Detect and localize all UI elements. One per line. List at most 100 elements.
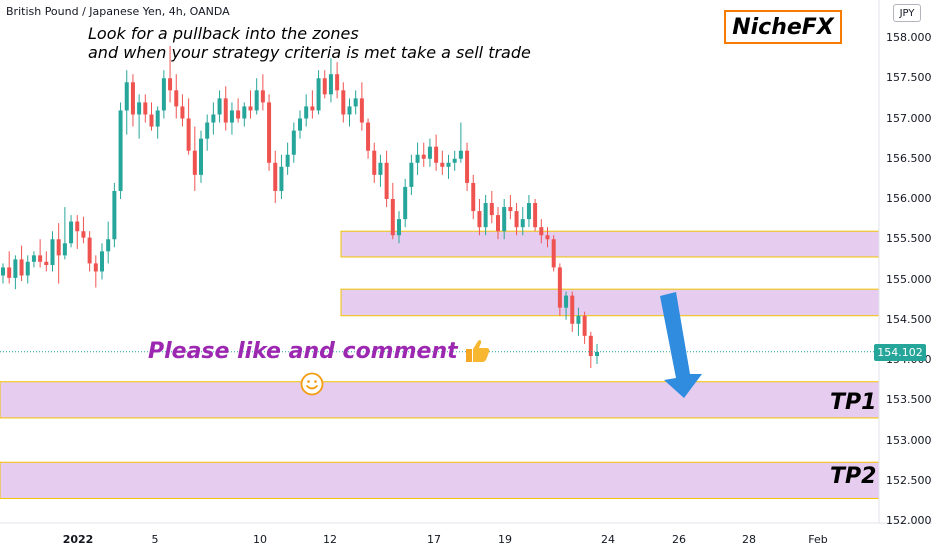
candle bbox=[397, 211, 401, 244]
candle bbox=[564, 291, 569, 320]
candle-body bbox=[25, 261, 30, 276]
candle-body bbox=[137, 102, 142, 115]
y-tick-label: 153.500 bbox=[886, 393, 932, 407]
candle-body bbox=[446, 162, 451, 167]
candle-body bbox=[471, 182, 476, 212]
candle-body bbox=[520, 219, 525, 228]
y-tick-label: 158.000 bbox=[886, 31, 932, 44]
currency-button[interactable]: JPY bbox=[893, 4, 921, 22]
candle-body bbox=[229, 110, 234, 123]
candle bbox=[328, 58, 333, 103]
candle bbox=[199, 130, 203, 183]
candle bbox=[353, 90, 358, 115]
candle-body bbox=[304, 106, 309, 119]
candle bbox=[508, 194, 513, 220]
candle bbox=[174, 74, 179, 119]
candle-body bbox=[211, 114, 216, 123]
x-tick-label: 28 bbox=[742, 533, 756, 546]
candle bbox=[489, 190, 494, 224]
candle-body bbox=[570, 295, 575, 324]
candle bbox=[514, 203, 519, 236]
candle-body bbox=[496, 215, 500, 232]
candle-body bbox=[192, 150, 197, 175]
candle-body bbox=[353, 98, 358, 107]
candle-body bbox=[477, 211, 482, 228]
strategy-annotation: Look for a pullback into the zones and w… bbox=[88, 24, 531, 62]
candle bbox=[298, 110, 302, 139]
candle bbox=[403, 178, 408, 228]
candle-body bbox=[149, 114, 154, 127]
candle-body bbox=[409, 162, 414, 187]
like-comment-text: Please like and comment bbox=[148, 338, 492, 364]
like-comment-label: Please like and comment bbox=[148, 338, 458, 364]
candle bbox=[87, 231, 92, 272]
candle bbox=[570, 291, 575, 332]
candle-body bbox=[366, 122, 371, 151]
y-tick-label: 153.000 bbox=[886, 433, 932, 447]
candle-body bbox=[75, 221, 80, 232]
candle-body bbox=[551, 239, 556, 268]
y-tick-label: 156.500 bbox=[886, 151, 932, 165]
candle-body bbox=[69, 221, 74, 244]
candle bbox=[56, 223, 61, 284]
candle bbox=[520, 207, 525, 236]
candle-body bbox=[199, 138, 203, 175]
candle bbox=[267, 94, 272, 171]
candle bbox=[242, 102, 247, 127]
candle bbox=[551, 235, 556, 272]
candle bbox=[582, 311, 587, 344]
candle bbox=[100, 243, 104, 280]
candle bbox=[366, 118, 371, 159]
candle bbox=[359, 82, 364, 131]
candle-body bbox=[502, 207, 507, 232]
candle-body bbox=[514, 211, 519, 228]
candle-body bbox=[489, 203, 494, 216]
zone-3[interactable] bbox=[0, 381, 880, 419]
zone-1[interactable] bbox=[340, 230, 880, 258]
candle-body bbox=[483, 203, 488, 228]
candle-body bbox=[118, 110, 123, 191]
candle bbox=[62, 207, 67, 260]
candle-body bbox=[465, 150, 470, 183]
candle-body bbox=[421, 154, 426, 159]
candle bbox=[539, 219, 544, 244]
zone-2[interactable] bbox=[340, 288, 880, 317]
annotation-line-2: and when your strategy criteria is met t… bbox=[88, 43, 531, 62]
candle-body bbox=[322, 78, 327, 95]
candle bbox=[1, 263, 5, 284]
candle bbox=[557, 263, 562, 316]
candle-body bbox=[7, 267, 12, 278]
candle-body bbox=[415, 154, 420, 163]
candle-body bbox=[1, 267, 5, 276]
candle bbox=[588, 331, 593, 369]
candle-body bbox=[161, 78, 166, 111]
candle-body bbox=[384, 162, 389, 199]
candle bbox=[341, 82, 346, 123]
candle-body bbox=[533, 203, 538, 228]
candle-body bbox=[335, 74, 340, 91]
candle-body bbox=[508, 207, 513, 212]
down-arrow-icon bbox=[660, 292, 702, 398]
x-tick-label: 5 bbox=[151, 533, 159, 546]
candle-body bbox=[168, 78, 173, 91]
candle-body bbox=[56, 239, 61, 256]
zone-4[interactable] bbox=[0, 461, 880, 499]
candle-body bbox=[180, 106, 185, 119]
candle-body bbox=[124, 82, 129, 111]
candle-body bbox=[595, 351, 599, 356]
candle-body bbox=[155, 110, 160, 127]
candle bbox=[112, 182, 117, 248]
candle bbox=[465, 142, 470, 191]
x-tick-label: 17 bbox=[427, 533, 441, 546]
candle bbox=[186, 98, 191, 155]
candle bbox=[69, 215, 74, 248]
candle-body bbox=[174, 90, 179, 107]
y-tick-label: 152.500 bbox=[886, 473, 932, 487]
candle bbox=[118, 102, 123, 199]
candle-body bbox=[291, 130, 296, 155]
candle-body bbox=[106, 239, 111, 252]
candle-body bbox=[50, 239, 55, 266]
candle-body bbox=[38, 255, 43, 262]
candle-body bbox=[248, 106, 253, 111]
candle-body bbox=[267, 102, 272, 163]
